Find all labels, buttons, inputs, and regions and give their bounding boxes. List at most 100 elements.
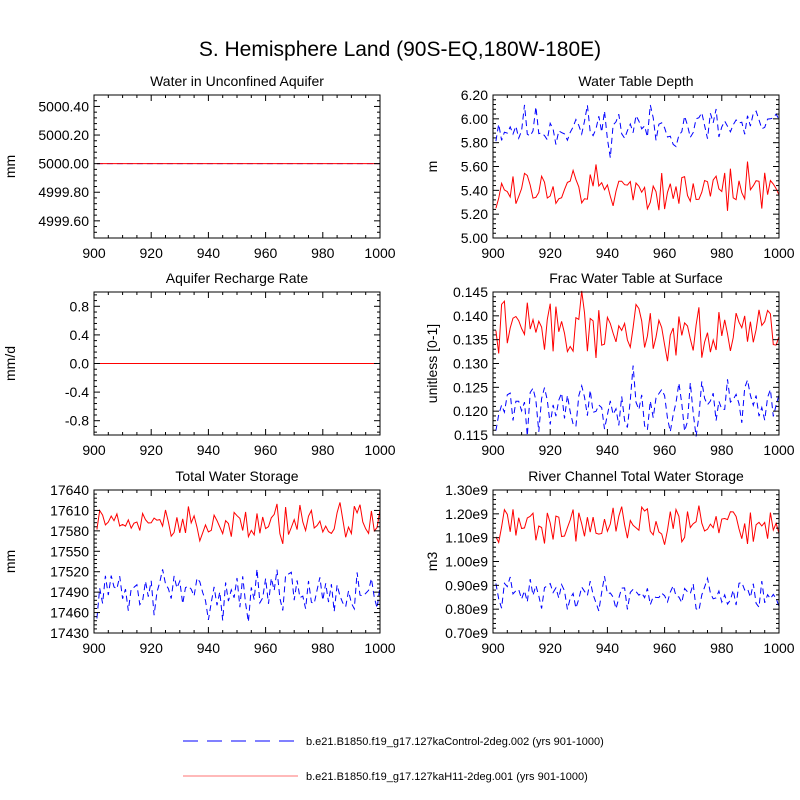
x-tick-label: 1000: [763, 640, 794, 656]
x-tick-label: 960: [653, 640, 677, 656]
x-tick-label: 1000: [364, 640, 395, 656]
y-axis-label: unitless [0-1]: [424, 324, 440, 403]
y-axis-label: m3: [424, 552, 440, 572]
x-tick-label: 920: [140, 442, 164, 458]
panel-title: Total Water Storage: [175, 468, 298, 484]
x-tick-label: 940: [197, 245, 221, 261]
x-tick-label: 1000: [364, 442, 395, 458]
x-tick-label: 900: [82, 640, 106, 656]
y-tick-label: -0.8: [65, 413, 89, 429]
y-tick-label: 0.140: [453, 308, 488, 324]
series-line-experiment: [495, 161, 780, 211]
x-tick-label: 920: [539, 442, 563, 458]
y-tick-label: 17520: [50, 564, 89, 580]
y-tick-label: 6.20: [461, 87, 488, 103]
y-axis-label: m: [424, 161, 440, 173]
y-tick-label: 0.90e9: [445, 577, 488, 593]
x-tick-label: 960: [653, 245, 677, 261]
x-tick-label: 960: [254, 640, 278, 656]
panel-water-table-depth: Water Table Depth m 900 920 940 960 980 1000 5.0…: [424, 73, 795, 261]
x-tick-label: 1000: [763, 442, 794, 458]
panel-title: River Channel Total Water Storage: [528, 468, 744, 484]
y-tick-label: 0.0: [70, 356, 90, 372]
figure-title: S. Hemisphere Land (90S-EQ,180W-180E): [199, 38, 601, 61]
y-tick-label: 5.20: [461, 206, 488, 222]
x-tick-label: 940: [596, 442, 620, 458]
y-tick-label: 0.130: [453, 356, 488, 372]
y-tick-label: 17580: [50, 523, 89, 539]
x-tick-label: 980: [311, 245, 335, 261]
x-tick-label: 1000: [763, 245, 794, 261]
series-line-control: [495, 365, 780, 437]
legend: b.e21.B1850.f19_g17.127kaControl-2deg.00…: [183, 736, 604, 783]
y-tick-label: 1.10e9: [445, 530, 488, 546]
panel-title: Water Table Depth: [578, 73, 693, 89]
x-tick-label: 900: [82, 245, 106, 261]
x-tick-label: 980: [710, 442, 734, 458]
x-tick-label: 980: [311, 640, 335, 656]
y-tick-label: 5.60: [461, 159, 488, 175]
y-tick-label: 5.80: [461, 135, 488, 151]
x-tick-label: 940: [197, 640, 221, 656]
series-line-experiment: [495, 290, 780, 362]
y-axis-label: mm: [2, 550, 18, 573]
x-tick-label: 900: [481, 245, 505, 261]
panel-title: Aquifer Recharge Rate: [166, 270, 309, 286]
series-line-control: [495, 576, 780, 612]
y-axis-label: mm/d: [2, 346, 18, 381]
y-tick-label: 0.70e9: [445, 625, 488, 641]
y-tick-label: 17430: [50, 625, 89, 641]
y-tick-label: 5.40: [461, 182, 488, 198]
x-tick-label: 960: [254, 245, 278, 261]
y-tick-label: -0.4: [65, 384, 89, 400]
y-tick-label: 0.8: [70, 298, 90, 314]
x-tick-label: 980: [710, 245, 734, 261]
y-tick-label: 1.20e9: [445, 506, 488, 522]
x-tick-label: 980: [710, 640, 734, 656]
y-tick-label: 17640: [50, 482, 89, 498]
x-tick-label: 920: [140, 640, 164, 656]
y-tick-label: 17550: [50, 543, 89, 559]
y-tick-label: 4999.80: [38, 184, 89, 200]
y-tick-label: 5000.20: [38, 127, 89, 143]
x-tick-label: 900: [481, 640, 505, 656]
plot-frame: [93, 94, 381, 239]
x-tick-label: 920: [539, 245, 563, 261]
panel-river-channel-water-storage: River Channel Total Water Storage m3 900 92…: [424, 468, 795, 656]
x-tick-label: 940: [596, 245, 620, 261]
y-tick-label: 0.80e9: [445, 601, 488, 617]
y-tick-label: 6.00: [461, 111, 488, 127]
y-tick-label: 0.4: [70, 327, 90, 343]
x-tick-label: 900: [481, 442, 505, 458]
x-tick-label: 920: [140, 245, 164, 261]
y-axis-label: mm: [2, 155, 18, 178]
y-tick-label: 0.125: [453, 379, 488, 395]
series-line-experiment: [495, 505, 780, 545]
legend-label-experiment: b.e21.B1850.f19_g17.127kaH11-2deg.001 (y…: [306, 771, 588, 783]
plot-frame: [492, 94, 780, 239]
x-tick-label: 980: [311, 442, 335, 458]
y-tick-label: 1.00e9: [445, 554, 488, 570]
x-tick-label: 960: [254, 442, 278, 458]
series-line-control: [495, 104, 780, 158]
y-tick-label: 5000.00: [38, 156, 89, 172]
y-tick-label: 5000.40: [38, 98, 89, 114]
plot-frame: [492, 489, 780, 634]
x-tick-label: 920: [539, 640, 563, 656]
y-tick-label: 17460: [50, 605, 89, 621]
x-tick-label: 940: [596, 640, 620, 656]
y-tick-label: 0.120: [453, 403, 488, 419]
y-tick-label: 17610: [50, 502, 89, 518]
y-tick-label: 0.145: [453, 284, 488, 300]
series-line-control: [96, 568, 381, 622]
panel-total-water-storage: Total Water Storage mm 900 920 940 960 980 1000…: [2, 468, 396, 656]
panel-aquifer-recharge-rate: Aquifer Recharge Rate mm/d 900 920 940 960 980…: [2, 270, 396, 458]
y-tick-label: 0.115: [454, 427, 488, 443]
y-tick-label: 4999.60: [38, 213, 89, 229]
panels: Water in Unconfined Aquifer mm 900 920 940 96…: [2, 73, 795, 656]
y-tick-label: 5.00: [461, 230, 488, 246]
panel-title: Water in Unconfined Aquifer: [150, 73, 324, 89]
panel-frac-water-table-surface: Frac Water Table at Surface unitless [0-1…: [424, 270, 795, 458]
panel-water-unconfined-aquifer: Water in Unconfined Aquifer mm 900 920 940 96…: [2, 73, 396, 261]
